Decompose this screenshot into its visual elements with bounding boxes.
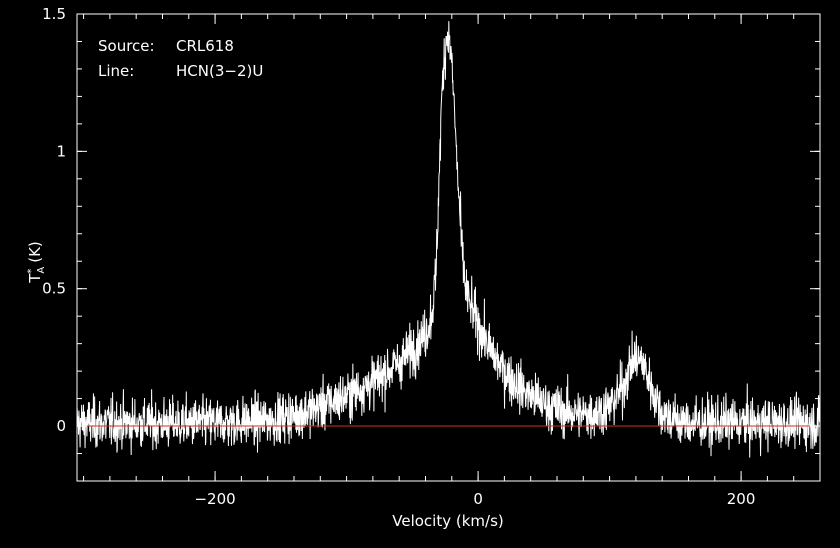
x-tick-label: −200 [194,490,235,508]
source-label: Source: [98,37,155,55]
x-tick-label: 0 [473,490,483,508]
info-panel: Source: CRL618 Line: HCN(3−2)U [98,37,263,80]
source-value: CRL618 [176,37,234,55]
x-tick-label: 200 [727,490,756,508]
line-value: HCN(3−2)U [176,62,263,80]
y-axis-superscript: * [26,269,37,274]
spectrum-trace [76,21,821,458]
y-axis-symbol: T [26,273,44,284]
y-tick-label: 0.5 [42,280,66,298]
y-tick-label: 1 [56,142,66,160]
y-tick-label: 1.5 [42,5,66,23]
plot-frame [76,13,821,482]
y-tick-label: 0 [56,417,66,435]
x-axis-title: Velocity (km/s) [392,512,503,530]
y-axis-title: T*A (K) [26,241,47,284]
line-label: Line: [98,62,134,80]
plot-area: −200 0 200 0 0.5 1 1.5 [42,5,821,508]
y-axis-subscript: A [36,267,47,274]
y-axis-unit: (K) [26,241,44,263]
